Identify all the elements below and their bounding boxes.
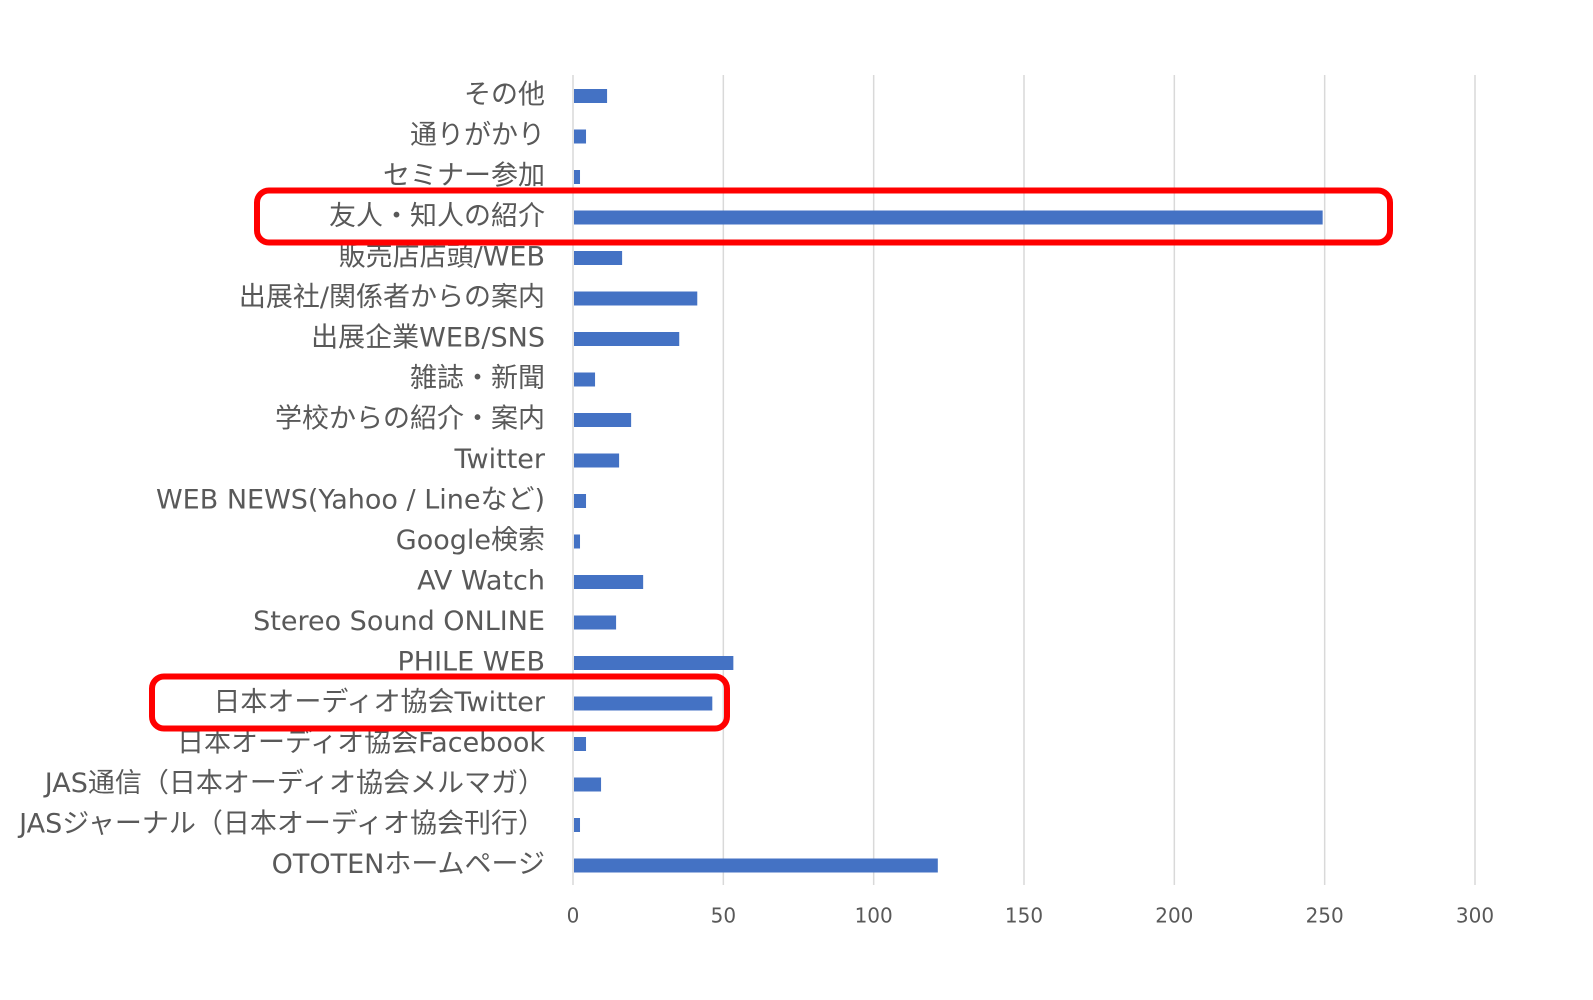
bar [574,291,698,306]
category-label: 友人・知人の紹介 [329,201,545,232]
category-label: セミナー参加 [383,161,545,192]
category-label: AV Watch [417,566,545,597]
category-label: WEB NEWS(Yahoo / Lineなど) [156,485,545,516]
x-tick-label: 100 [855,904,893,928]
category-label: 販売店店頭/WEB [339,242,545,273]
bar [574,534,581,549]
x-tick-label: 150 [1005,904,1043,928]
bar [574,89,608,103]
category-label: 出展企業WEB/SNS [311,323,545,354]
category-label: 出展社/関係者からの案内 [239,282,545,313]
category-label: JASジャーナル（日本オーディオ協会刊行） [17,809,545,840]
category-label: 学校からの紹介・案内 [275,404,545,435]
x-tick-label: 300 [1456,904,1494,928]
category-label: 日本オーディオ協会Twitter [213,687,546,718]
category-label: 雑誌・新聞 [410,363,545,394]
highlight-box [149,673,730,732]
bar [574,332,680,346]
bar [574,615,617,630]
bars [574,89,1323,873]
highlight-boxes [149,187,1393,732]
category-label: JAS通信（日本オーディオ協会メルマガ） [43,768,545,799]
bar [574,372,596,387]
bar [574,210,1323,225]
bar [574,777,602,792]
x-tick-label: 0 [567,904,580,928]
category-label: PHILE WEB [397,647,545,678]
bar [574,575,644,589]
category-label: OTOTENホームページ [272,849,545,880]
bar [574,453,620,468]
bar [574,656,734,670]
category-label: その他 [464,80,545,111]
bar [574,251,623,265]
category-label: 日本オーディオ協会Facebook [177,728,545,759]
bar [574,696,713,711]
category-label: Twitter [454,444,546,475]
x-tick-label: 200 [1155,904,1193,928]
x-tick-label: 50 [711,904,736,928]
bar [574,413,632,427]
highlight-box [254,187,1393,246]
bar [574,737,587,751]
bar [574,129,587,144]
category-label: 通りがかり [410,120,545,151]
x-tick-labels: 0 50 100 150 200 250 300 [567,904,1494,928]
bar [574,494,587,508]
category-label: Google検索 [396,525,545,556]
bar [574,858,938,873]
bar [574,818,581,832]
category-label: Stereo Sound ONLINE [253,606,545,637]
bar [574,170,581,184]
grid-lines [572,75,1476,885]
x-tick-label: 250 [1306,904,1344,928]
